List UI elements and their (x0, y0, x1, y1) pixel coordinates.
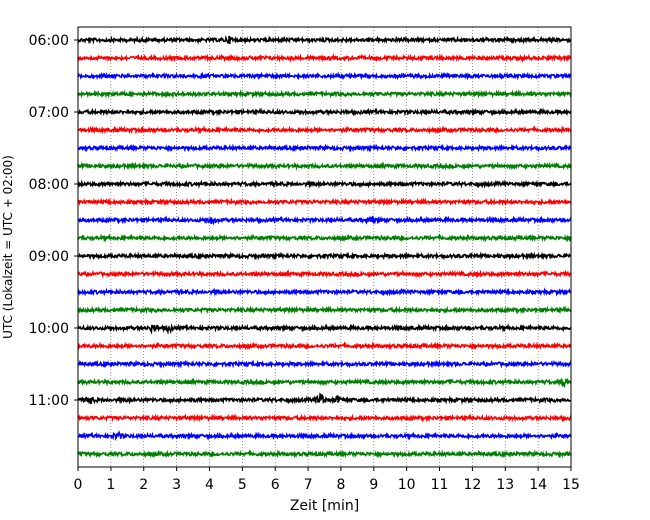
y-tick-label: 09:00 (29, 249, 69, 265)
x-axis-ticks: 0 1 2 3 4 5 6 7 8 9 10 11 12 13 14 15 (74, 467, 580, 493)
trace-1045 (77, 377, 572, 389)
trace-0930 (77, 287, 572, 297)
trace-0915 (77, 269, 572, 279)
x-tick-label: 10 (398, 477, 416, 493)
grid-lines (110, 27, 539, 467)
y-axis-label: UTC (Lokalzeit = UTC + 02:00) (1, 155, 15, 339)
x-tick-label: 2 (139, 477, 148, 493)
x-tick-label: 5 (238, 477, 247, 493)
x-tick-label: 8 (336, 477, 345, 493)
trace-1115 (77, 413, 572, 423)
x-tick-label: 11 (431, 477, 449, 493)
x-tick-label: 6 (271, 477, 280, 493)
trace-0630 (77, 71, 572, 81)
x-tick-label: 1 (106, 477, 115, 493)
trace-1100 (77, 392, 572, 405)
trace-0730 (77, 143, 572, 153)
y-tick-label: 07:00 (29, 105, 69, 121)
x-tick-label: 3 (172, 477, 181, 493)
trace-0945 (77, 305, 572, 315)
x-tick-label: 7 (304, 477, 313, 493)
trace-0845 (77, 233, 572, 243)
trace-0900 (77, 251, 572, 261)
trace-1000 (77, 323, 572, 335)
x-tick-label: 0 (74, 477, 83, 493)
trace-0800 (77, 179, 572, 189)
y-tick-label: 06:00 (29, 33, 69, 49)
trace-0745 (77, 161, 572, 171)
trace-0645 (77, 89, 572, 99)
trace-1030 (77, 359, 572, 369)
y-tick-label: 10:00 (29, 321, 69, 337)
trace-1145 (77, 449, 572, 459)
x-tick-label: 4 (205, 477, 214, 493)
x-axis-label: Zeit [min] (290, 498, 359, 514)
y-tick-label: 08:00 (29, 177, 69, 193)
trace-0700 (77, 107, 572, 117)
plot-frame (77, 26, 572, 468)
trace-0830 (77, 215, 572, 226)
x-tick-label: 13 (496, 477, 514, 493)
seismogram-traces (77, 34, 572, 459)
x-tick-label: 14 (529, 477, 547, 493)
x-tick-label: 9 (369, 477, 378, 493)
trace-1130 (77, 429, 572, 442)
x-tick-label: 12 (463, 477, 481, 493)
x-tick-label: 15 (562, 477, 580, 493)
y-axis-ticks: 06:00 07:00 08:00 09:00 10:00 11:00 (29, 33, 78, 409)
trace-0615 (77, 52, 572, 63)
trace-0715 (77, 125, 572, 135)
trace-0815 (77, 197, 572, 207)
trace-1015 (77, 341, 572, 351)
trace-0600 (77, 34, 572, 45)
y-tick-label: 11:00 (29, 393, 69, 409)
